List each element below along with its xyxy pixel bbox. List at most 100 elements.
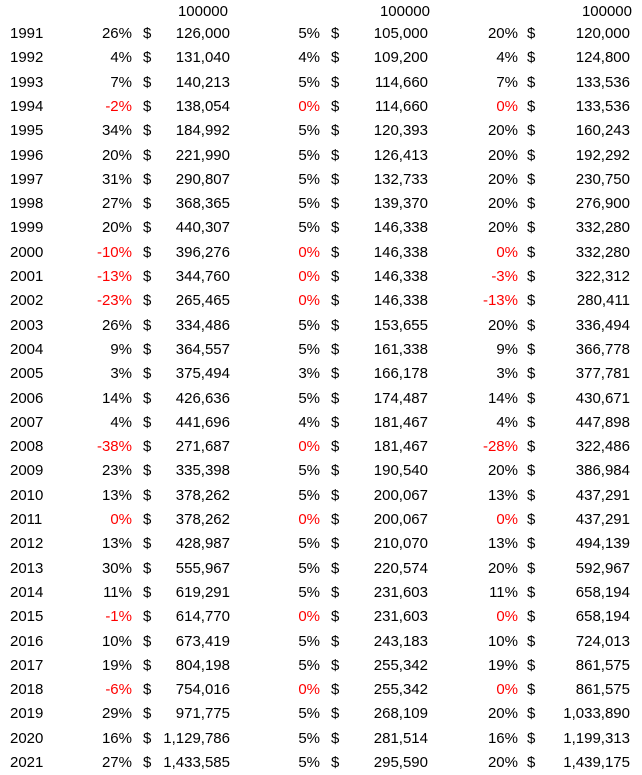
year-cell: 2014 xyxy=(10,583,44,601)
value-b-cell: 114,660 xyxy=(374,97,428,115)
value-c-cell: 592,967 xyxy=(575,559,630,577)
currency-b-cell: $ xyxy=(331,632,340,650)
year-cell: 2018 xyxy=(10,681,44,699)
header-cell-b: 100000 xyxy=(379,3,430,20)
year-cell: 2001 xyxy=(10,268,44,285)
table-row: 2012 13% $428,987 5% $210,070 13% $494,139 xyxy=(0,532,642,556)
pct-a-cell: 29% xyxy=(101,705,132,723)
value-b-cell: 181,467 xyxy=(373,413,428,431)
pct-a-cell: 4% xyxy=(110,49,132,67)
table-row: 1999 20% $440,307 5% $146,338 20% $332,280 xyxy=(0,216,642,240)
pct-b-cell: 5% xyxy=(298,316,320,334)
pct-a-cell: -13% xyxy=(96,268,132,285)
header-row: 100000 100000 100000 xyxy=(0,0,642,24)
value-a-cell: 126,000 xyxy=(175,25,230,42)
value-a-cell: 368,365 xyxy=(175,195,230,213)
currency-c-cell: $ xyxy=(527,49,536,67)
currency-a-cell: $ xyxy=(143,438,152,456)
value-b-cell: 146,338 xyxy=(373,243,428,261)
value-b-cell: 231,603 xyxy=(373,583,428,601)
currency-a-cell: $ xyxy=(143,462,152,480)
currency-b-cell: $ xyxy=(331,656,340,674)
pct-b-cell: 5% xyxy=(298,219,320,237)
year-cell: 2017 xyxy=(10,656,44,674)
currency-a-cell: $ xyxy=(143,608,152,626)
pct-c-cell: -13% xyxy=(482,292,518,310)
value-b-cell: 114,660 xyxy=(374,73,428,91)
currency-c-cell: $ xyxy=(527,413,536,431)
currency-b-cell: $ xyxy=(331,49,340,67)
currency-c-cell: $ xyxy=(527,122,536,140)
year-cell: 2012 xyxy=(10,535,44,553)
currency-b-cell: $ xyxy=(331,122,340,140)
value-b-cell: 174,487 xyxy=(373,389,428,407)
value-b-cell: 281,514 xyxy=(373,729,428,747)
pct-c-cell: 19% xyxy=(487,656,518,674)
pct-b-cell: 5% xyxy=(298,705,320,723)
currency-b-cell: $ xyxy=(331,25,340,42)
value-b-cell: 268,109 xyxy=(373,705,428,723)
pct-a-cell: 20% xyxy=(101,219,132,237)
value-b-cell: 146,338 xyxy=(373,268,428,285)
currency-b-cell: $ xyxy=(331,365,340,383)
pct-a-cell: 4% xyxy=(110,413,132,431)
year-cell: 2002 xyxy=(10,292,44,310)
value-a-cell: 804,198 xyxy=(175,656,230,674)
value-a-cell: 271,687 xyxy=(175,438,230,456)
value-c-cell: 332,280 xyxy=(575,219,630,237)
table-row: 1994 -2% $138,054 0% $114,660 0% $133,536 xyxy=(0,95,642,119)
value-a-cell: 396,276 xyxy=(175,243,230,261)
pct-a-cell: 34% xyxy=(101,122,132,140)
table-row: 2009 23% $335,398 5% $190,540 20% $386,984 xyxy=(0,459,642,483)
pct-b-cell: 0% xyxy=(298,243,320,261)
currency-a-cell: $ xyxy=(143,632,152,650)
year-cell: 2009 xyxy=(10,462,44,480)
currency-c-cell: $ xyxy=(527,243,536,261)
year-cell: 2013 xyxy=(10,559,44,577)
value-c-cell: 861,575 xyxy=(575,681,630,699)
year-cell: 1995 xyxy=(10,122,44,140)
value-b-cell: 295,590 xyxy=(373,754,428,771)
year-cell: 2015 xyxy=(10,608,44,626)
currency-a-cell: $ xyxy=(143,656,152,674)
value-c-cell: 724,013 xyxy=(575,632,630,650)
pct-a-cell: 10% xyxy=(101,632,132,650)
pct-b-cell: 5% xyxy=(298,340,320,358)
pct-a-cell: 23% xyxy=(101,462,132,480)
table-row: 2003 26% $334,486 5% $153,655 20% $336,494 xyxy=(0,314,642,338)
pct-c-cell: 20% xyxy=(487,705,518,723)
value-a-cell: 364,557 xyxy=(175,340,230,358)
currency-c-cell: $ xyxy=(527,73,536,91)
value-a-cell: 1,129,786 xyxy=(163,729,230,747)
value-a-cell: 1,433,585 xyxy=(163,754,230,771)
table-row: 2014 11% $619,291 5% $231,603 11% $658,194 xyxy=(0,581,642,605)
value-a-cell: 754,016 xyxy=(175,681,230,699)
table-row: 2021 27% $1,433,585 5% $295,590 20% $1,439,175 xyxy=(0,751,642,775)
currency-a-cell: $ xyxy=(143,754,152,771)
value-a-cell: 221,990 xyxy=(175,146,230,164)
table-row: 2018 -6% $754,016 0% $255,342 0% $861,575 xyxy=(0,678,642,702)
value-a-cell: 375,494 xyxy=(175,365,230,383)
pct-c-cell: 20% xyxy=(487,25,518,42)
value-c-cell: 366,778 xyxy=(575,340,630,358)
pct-b-cell: 5% xyxy=(298,462,320,480)
value-b-cell: 126,413 xyxy=(373,146,428,164)
pct-c-cell: 14% xyxy=(487,389,518,407)
pct-b-cell: 5% xyxy=(298,729,320,747)
value-c-cell: 861,575 xyxy=(575,656,630,674)
pct-b-cell: 3% xyxy=(298,365,320,383)
table-row: 2017 19% $804,198 5% $255,342 19% $861,575 xyxy=(0,654,642,678)
currency-c-cell: $ xyxy=(527,316,536,334)
pct-b-cell: 5% xyxy=(298,535,320,553)
pct-a-cell: 13% xyxy=(101,486,132,504)
value-b-cell: 120,393 xyxy=(373,122,428,140)
pct-a-cell: -23% xyxy=(96,292,132,310)
value-c-cell: 386,984 xyxy=(575,462,630,480)
value-a-cell: 673,419 xyxy=(175,632,230,650)
pct-c-cell: 0% xyxy=(496,97,518,115)
value-c-cell: 658,194 xyxy=(575,583,630,601)
currency-b-cell: $ xyxy=(331,389,340,407)
currency-c-cell: $ xyxy=(527,486,536,504)
pct-a-cell: 3% xyxy=(110,365,132,383)
value-c-cell: 230,750 xyxy=(575,170,630,188)
